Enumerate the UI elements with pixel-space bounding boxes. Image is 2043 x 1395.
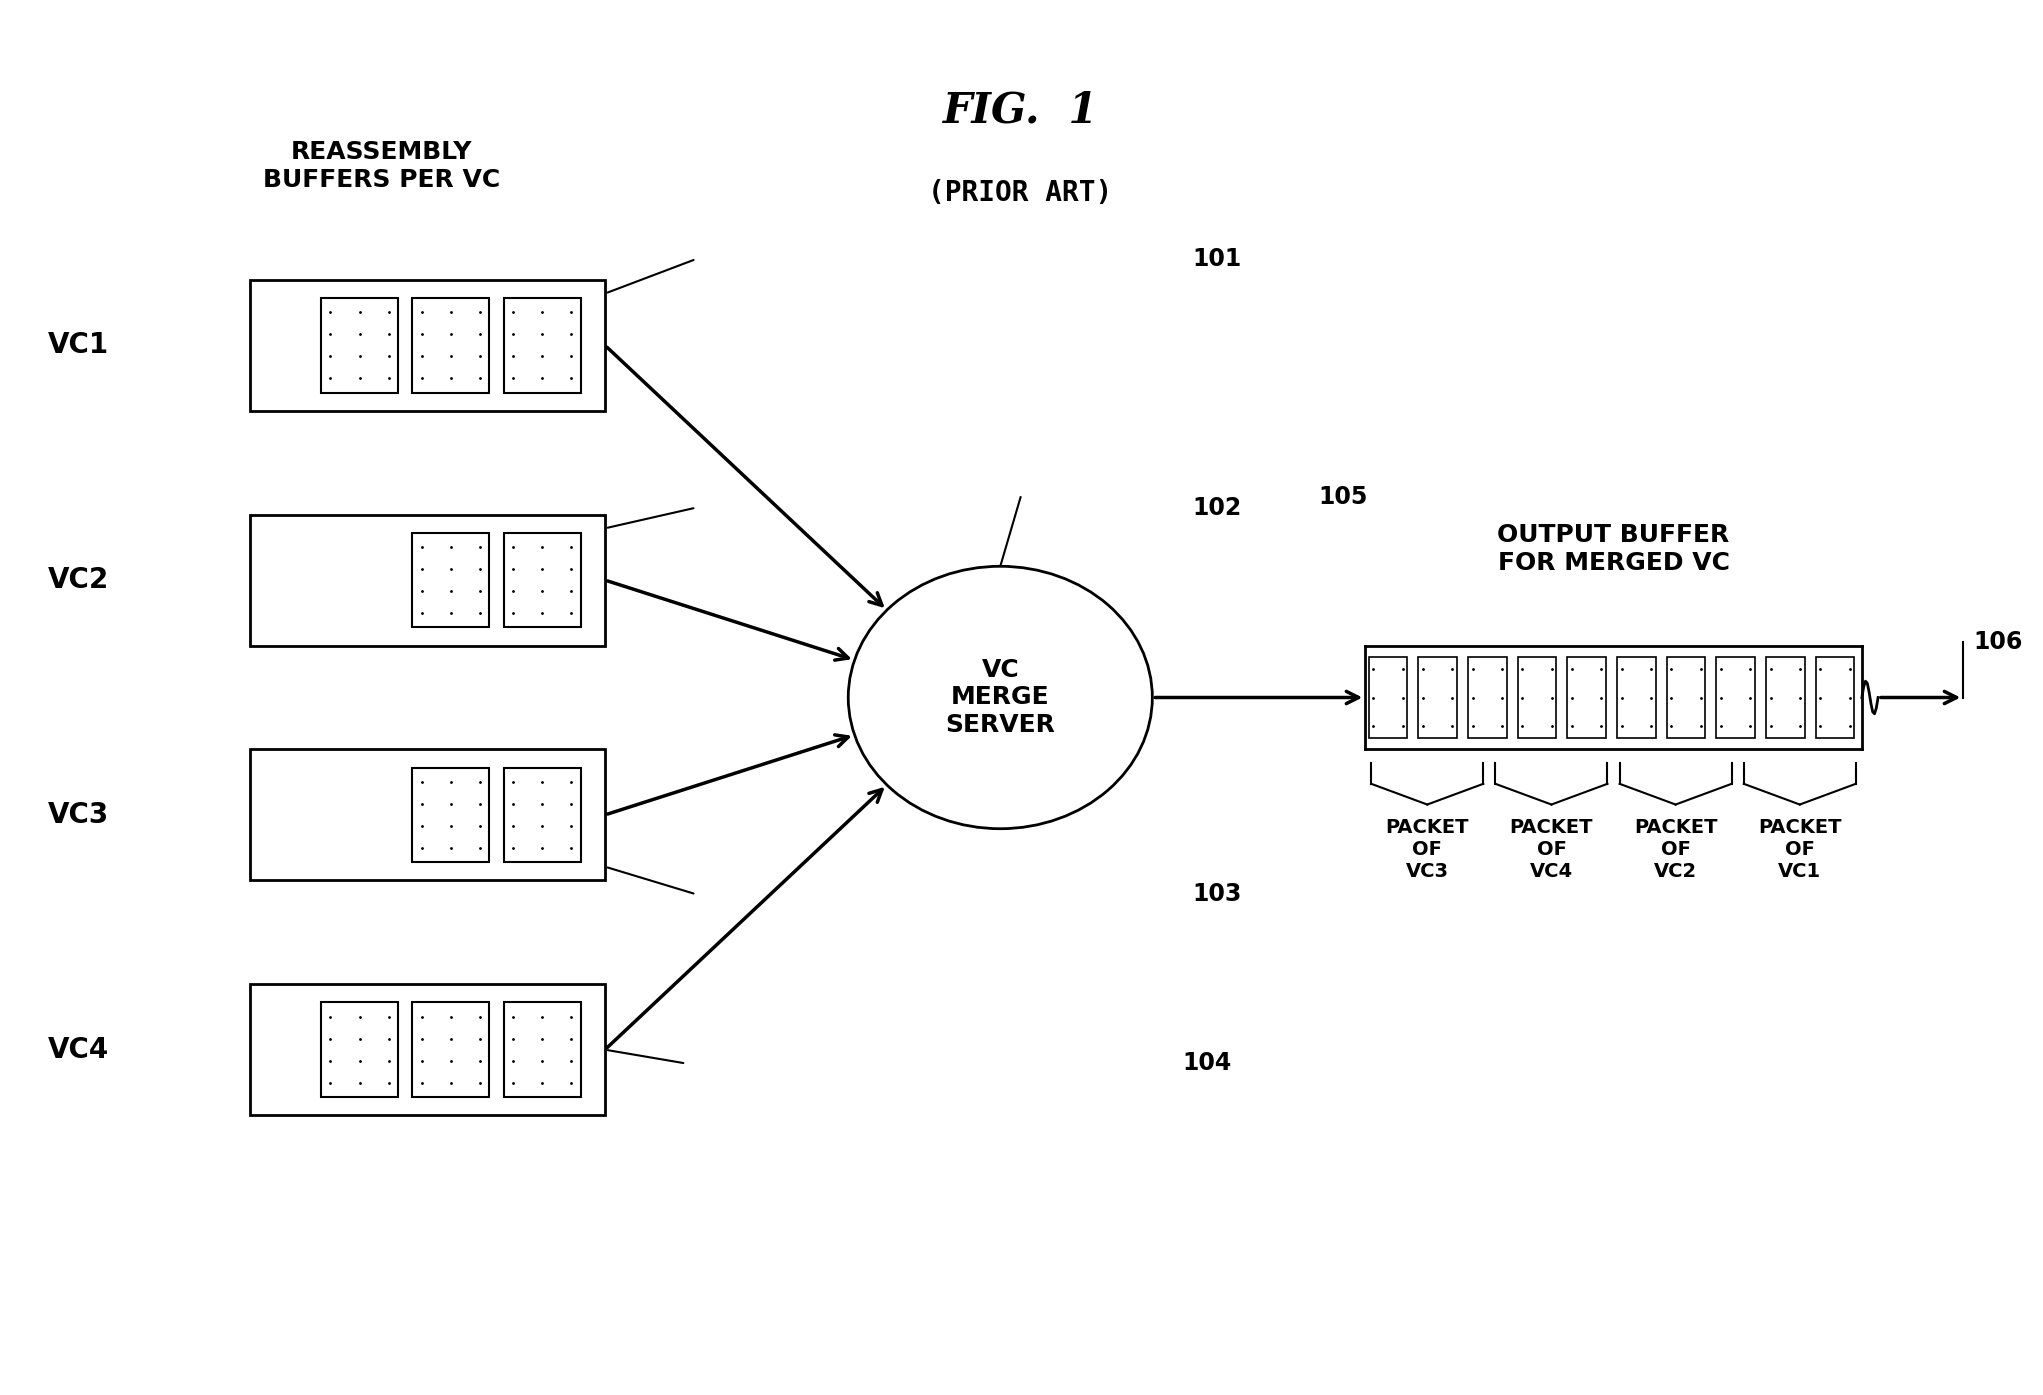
Bar — [413, 1003, 490, 1096]
Text: PACKET
OF
VC1: PACKET OF VC1 — [1759, 819, 1841, 882]
Ellipse shape — [848, 566, 1152, 829]
Text: 102: 102 — [1193, 495, 1242, 519]
Text: 105: 105 — [1318, 485, 1367, 509]
Bar — [1518, 657, 1557, 738]
Text: 101: 101 — [1193, 247, 1242, 271]
Text: OUTPUT BUFFER
FOR MERGED VC: OUTPUT BUFFER FOR MERGED VC — [1498, 523, 1730, 575]
Bar — [1616, 657, 1655, 738]
Text: FIG.  1: FIG. 1 — [942, 89, 1099, 131]
Text: 106: 106 — [1974, 631, 2023, 654]
Bar — [1716, 657, 1755, 738]
Text: 104: 104 — [1183, 1052, 1232, 1076]
Text: VC2: VC2 — [47, 566, 108, 594]
Bar — [413, 767, 490, 862]
Bar — [505, 1003, 580, 1096]
Bar — [1469, 657, 1508, 738]
Text: 103: 103 — [1193, 882, 1242, 907]
Bar — [249, 749, 605, 880]
Bar — [249, 515, 605, 646]
Text: REASSEMBLY
BUFFERS PER VC: REASSEMBLY BUFFERS PER VC — [264, 140, 501, 191]
Bar — [249, 983, 605, 1115]
Text: VC3: VC3 — [47, 801, 108, 829]
Bar — [249, 280, 605, 412]
Text: PACKET
OF
VC4: PACKET OF VC4 — [1510, 819, 1594, 882]
Bar — [1369, 657, 1408, 738]
Bar — [1816, 657, 1855, 738]
Text: (PRIOR ART): (PRIOR ART) — [928, 180, 1113, 208]
Bar — [321, 299, 398, 392]
Bar — [1567, 657, 1606, 738]
Bar — [413, 299, 490, 392]
Bar — [505, 767, 580, 862]
Text: VC4: VC4 — [47, 1035, 108, 1063]
Bar — [321, 1003, 398, 1096]
Bar — [505, 533, 580, 628]
Bar — [505, 299, 580, 392]
Bar — [413, 533, 490, 628]
Bar — [1667, 657, 1706, 738]
Text: VC1: VC1 — [47, 332, 108, 360]
Bar — [1765, 657, 1804, 738]
Text: PACKET
OF
VC2: PACKET OF VC2 — [1634, 819, 1718, 882]
Text: VC
MERGE
SERVER: VC MERGE SERVER — [946, 657, 1056, 738]
Text: PACKET
OF
VC3: PACKET OF VC3 — [1385, 819, 1469, 882]
Bar — [1418, 657, 1457, 738]
